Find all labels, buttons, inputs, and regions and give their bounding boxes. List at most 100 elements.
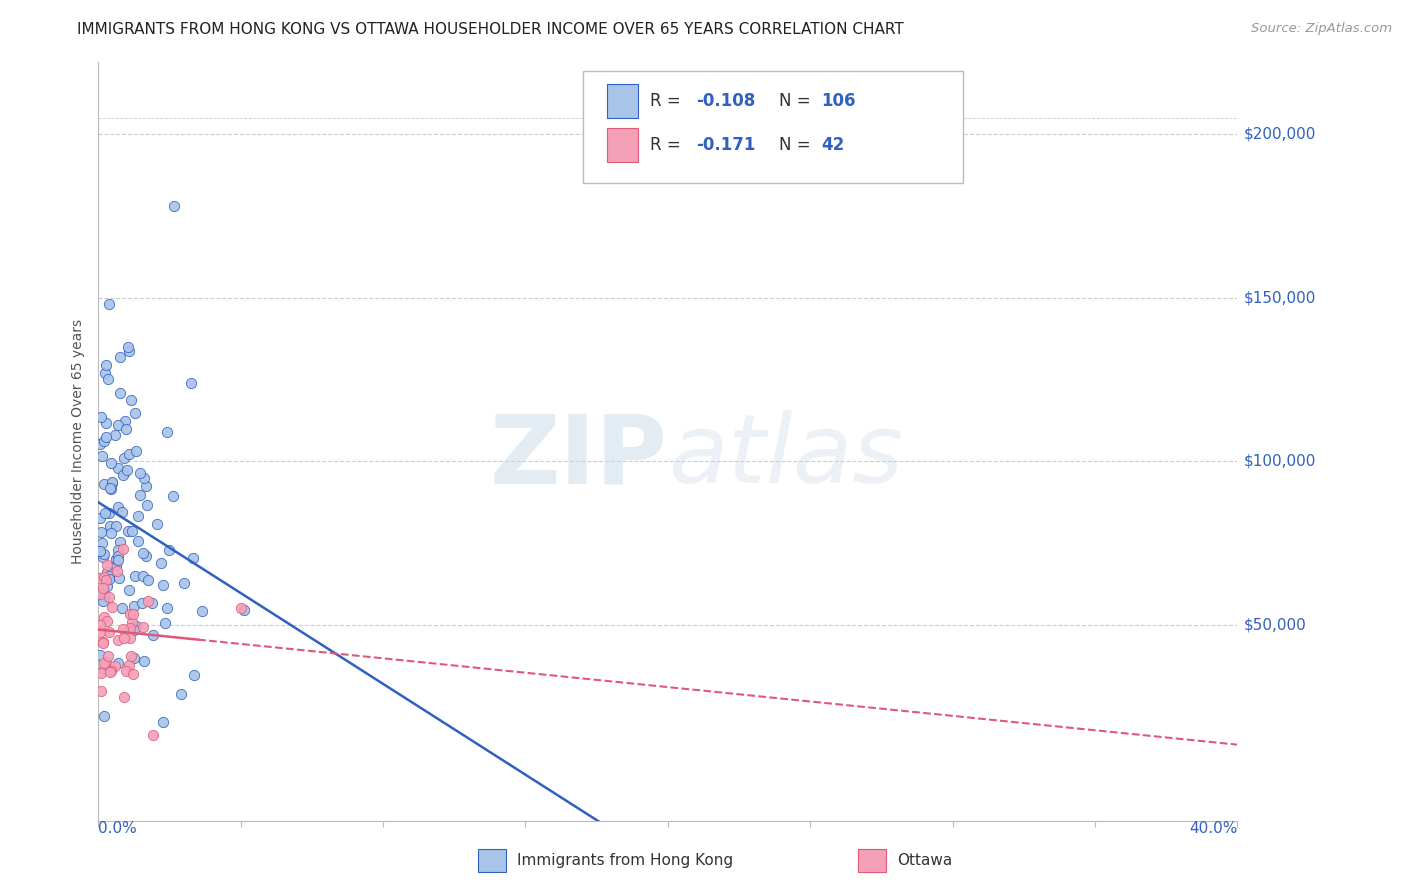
Point [93,709,115,723]
Point [129,487,152,501]
Point [114,414,136,428]
Text: R =: R = [650,92,686,110]
Text: N =: N = [779,92,815,110]
Text: N =: N = [779,136,821,154]
Point [141,596,163,610]
Point [100,456,122,470]
Point [112,622,135,636]
Point [124,443,146,458]
Point [131,596,153,610]
Text: 42: 42 [821,136,845,154]
Point [124,619,146,633]
Point [117,344,139,359]
Point [89,587,111,601]
Point [112,690,135,704]
Point [104,428,127,442]
Point [98,665,121,679]
Point [122,607,145,621]
Point [124,599,146,614]
Point [135,479,157,493]
Point [98,591,121,605]
Text: ZIP: ZIP [489,410,668,503]
Point [100,525,122,540]
Point [229,601,252,615]
Point [122,667,145,681]
Point [180,376,202,390]
Point [120,621,142,635]
Point [89,544,111,558]
Point [105,552,128,566]
Point [89,437,111,451]
Point [117,340,139,354]
Point [93,662,115,676]
Point [89,572,111,586]
Point [105,564,128,578]
Point [107,461,129,475]
Point [107,552,129,566]
Point [100,482,122,496]
Point [134,654,156,668]
Point [136,573,159,587]
Point [121,615,143,630]
Point [91,594,114,608]
Point [91,635,114,649]
Point [162,489,184,503]
Point [170,688,193,702]
Text: 106: 106 [821,92,856,110]
Point [96,416,118,430]
Text: IMMIGRANTS FROM HONG KONG VS OTTAWA HOUSEHOLDER INCOME OVER 65 YEARS CORRELATION: IMMIGRANTS FROM HONG KONG VS OTTAWA HOUS… [77,22,904,37]
Point [98,297,121,311]
Point [107,500,129,515]
Point [149,556,172,570]
Point [136,498,159,512]
Point [120,392,142,407]
Point [101,599,124,614]
Point [93,656,115,670]
Text: 0.0%: 0.0% [98,821,138,836]
Point [89,648,111,662]
Point [111,505,134,519]
Point [233,603,256,617]
Point [127,508,149,523]
Point [190,604,212,618]
Point [117,524,139,538]
Point [108,350,131,364]
Point [97,372,120,386]
Text: $100,000: $100,000 [1244,454,1316,468]
Point [120,632,142,646]
Point [100,664,122,678]
Point [97,648,120,663]
Point [136,594,159,608]
Point [115,462,138,476]
Point [146,517,169,532]
Point [98,519,121,533]
Point [122,623,145,637]
Point [156,425,179,439]
Point [93,570,115,584]
Point [98,572,121,586]
Point [156,601,179,615]
Point [118,582,141,597]
Text: atlas: atlas [668,410,903,503]
Point [90,589,112,603]
Text: -0.171: -0.171 [696,136,755,154]
Point [91,635,114,649]
Point [112,632,135,646]
Point [107,549,129,563]
Point [134,470,156,484]
Point [94,429,117,443]
Point [107,418,129,433]
Text: 40.0%: 40.0% [1189,821,1237,836]
Text: $50,000: $50,000 [1244,617,1308,632]
Point [93,591,115,605]
Point [163,199,186,213]
Point [101,475,124,490]
Point [104,519,127,533]
Point [132,546,155,560]
Point [89,511,111,525]
Point [107,656,129,670]
Point [111,541,134,556]
Point [93,434,115,448]
Point [127,533,149,548]
Point [183,668,205,682]
